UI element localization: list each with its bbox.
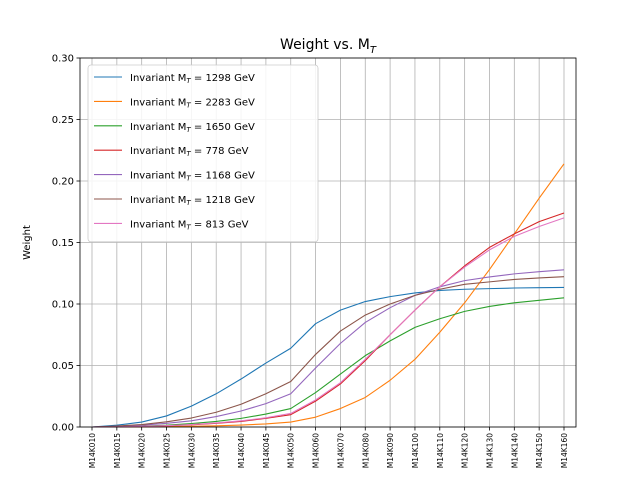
y-axis: 0.00 0.05 0.10 0.15 0.20 0.25 0.30 (52, 54, 80, 434)
legend-item-3: Invariant MT = 778 GeV (94, 146, 249, 158)
legend-label: Invariant MT = 813 GeV (130, 219, 249, 231)
chart-title: Weight vs. MT (280, 37, 377, 56)
x-tick-label: M14K100 (411, 433, 420, 468)
y-tick-label: 0.00 (52, 423, 74, 434)
series-line-1 (92, 163, 565, 428)
y-tick-label: 0.15 (52, 238, 74, 249)
series-lines (91, 163, 565, 428)
series-line-2 (91, 297, 565, 428)
legend-item-4: Invariant MT = 1168 GeV (94, 171, 255, 183)
x-tick-label: M14K120 (461, 433, 470, 468)
x-tick-label: M14K010 (88, 433, 97, 468)
x-tick-label: M14K150 (535, 433, 544, 468)
legend-label: Invariant MT = 778 GeV (130, 146, 249, 158)
y-tick-label: 0.05 (52, 361, 74, 372)
legend-item-6: Invariant MT = 813 GeV (94, 219, 249, 231)
y-tick-label: 0.25 (52, 115, 74, 126)
x-tick-label: M14K140 (510, 433, 519, 468)
x-tick-label: M14K070 (336, 433, 345, 468)
x-axis: M14K010 M14K015 M14K020 M14K025 M14K030 M14K0… (88, 427, 569, 468)
series-line-4 (91, 269, 565, 428)
y-tick-label: 0.20 (52, 177, 74, 188)
series-line-0 (91, 286, 565, 428)
x-tick-label: M14K025 (163, 433, 172, 468)
legend-label: Invariant MT = 1298 GeV (130, 73, 255, 85)
legend-label: Invariant MT = 1168 GeV (130, 171, 255, 183)
x-tick-label: M14K110 (436, 433, 445, 468)
x-tick-label: M14K015 (113, 433, 122, 468)
legend-label: Invariant MT = 1218 GeV (130, 195, 255, 207)
x-tick-label: M14K090 (386, 433, 395, 468)
x-tick-labels: M14K010 M14K015 M14K020 M14K025 M14K030 M14K0… (88, 433, 569, 468)
series-line-6 (91, 217, 565, 428)
legend-item-5: Invariant MT = 1218 GeV (94, 195, 255, 207)
x-tick-label: M14K050 (287, 433, 296, 468)
y-tick-label: 0.30 (52, 54, 74, 65)
x-tick-label: M14K030 (187, 433, 196, 468)
legend-label: Invariant MT = 1650 GeV (130, 122, 255, 134)
x-tick-label: M14K080 (361, 433, 370, 468)
x-tick-label: M14K045 (262, 433, 271, 468)
legend-item-1: Invariant MT = 2283 GeV (94, 97, 255, 109)
legend-item-2: Invariant MT = 1650 GeV (94, 122, 255, 134)
x-tick-label: M14K160 (560, 433, 569, 468)
x-tick-label: M14K060 (312, 433, 321, 468)
y-tick-label: 0.10 (52, 300, 74, 311)
y-axis-label: Weight (22, 225, 33, 260)
series-line-5 (91, 276, 565, 428)
legend-item-0: Invariant MT = 1298 GeV (94, 73, 255, 85)
x-tick-label: M14K040 (237, 433, 246, 468)
x-tick-label: M14K035 (212, 433, 221, 468)
legend-label: Invariant MT = 2283 GeV (130, 97, 255, 109)
legend: Invariant MT = 1298 GeV Invariant MT = 22… (87, 64, 319, 243)
x-tick-label: M14K130 (485, 433, 494, 468)
legend-box (87, 64, 319, 243)
x-tick-label: M14K020 (138, 433, 147, 468)
